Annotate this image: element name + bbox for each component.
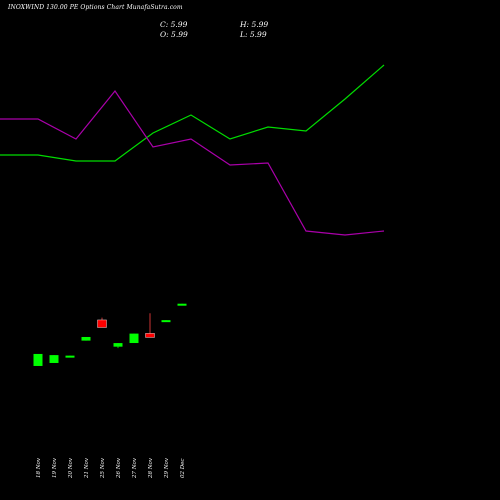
x-tick-label: 02 Dec (180, 459, 186, 479)
x-tick-label: 19 Nov (52, 457, 58, 478)
high-value: H: 5.99 (240, 20, 269, 29)
indicator-line-1 (0, 89, 385, 236)
x-tick-label: 18 Nov (36, 457, 42, 478)
indicator-line-0 (0, 64, 385, 162)
candle-body-27-Nov (129, 333, 139, 344)
x-tick-label: 26 Nov (116, 457, 122, 479)
candle-body-28-Nov (145, 333, 155, 338)
low-value: L: 5.99 (240, 30, 267, 39)
x-tick-label: 27 Nov (132, 457, 138, 479)
x-tick-label: 21 Nov (84, 457, 90, 479)
x-tick-label: 25 Nov (100, 457, 106, 479)
open-value: O: 5.99 (160, 30, 188, 39)
close-value: C: 5.99 (160, 20, 188, 29)
x-tick-label: 28 Nov (148, 457, 154, 479)
x-tick-label: 20 Nov (68, 457, 74, 479)
candle-body-19-Nov (49, 355, 59, 363)
chart-title: INOXWIND 130.00 PE Options Chart MunafaS… (8, 4, 183, 11)
candle-body-02-Dec (177, 303, 187, 306)
candle-body-20-Nov (65, 355, 75, 358)
candle-body-21-Nov (81, 336, 91, 341)
candle-body-18-Nov (33, 353, 43, 366)
candle-body-25-Nov (97, 319, 107, 328)
x-tick-label: 29 Nov (164, 457, 170, 479)
candle-body-29-Nov (161, 320, 171, 323)
candle-body-26-Nov (113, 343, 123, 347)
